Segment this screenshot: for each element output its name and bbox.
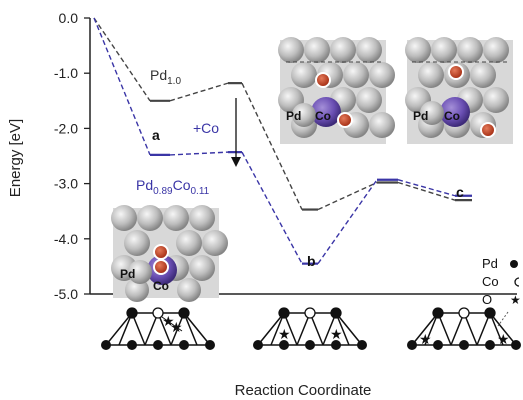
co-atom — [152, 307, 164, 319]
pd-atom — [101, 340, 111, 350]
lattice-c: ★ ★ — [407, 307, 521, 350]
inset-b: Pd Co — [278, 37, 395, 144]
y-tick-label: -5.0 — [54, 286, 78, 302]
inset-b-atoms — [278, 37, 395, 138]
series-connector — [169, 82, 229, 102]
y-tick-label: -3.0 — [54, 176, 78, 192]
o-atom-star: ★ — [330, 327, 343, 343]
pd-atom — [331, 340, 341, 350]
pd-atom — [278, 307, 290, 319]
inset-c-pd-label: Pd — [413, 109, 428, 123]
inset-b-co-label: Co — [315, 109, 331, 123]
lattice-a: ★★ — [101, 307, 215, 350]
inset-c-atoms — [405, 37, 509, 138]
o-atom-star: ★ — [419, 332, 432, 348]
label-pd-1-0: Pd1.0 — [150, 67, 181, 87]
pd-atom — [357, 340, 367, 350]
inset-c: Pd Co — [405, 37, 513, 144]
inset-c-co-label: Co — [444, 109, 460, 123]
y-tick-label: -2.0 — [54, 120, 78, 136]
legend-o-marker: ★ — [510, 293, 521, 307]
lattice-schematics: ★★★★★★ — [101, 307, 521, 350]
pd-atom — [179, 340, 189, 350]
series-pd — [93, 17, 472, 211]
legend-leader-line — [497, 311, 509, 327]
inset-a-co-label: Co — [153, 279, 169, 293]
plus-co-arrowhead — [231, 157, 241, 167]
pd-atom — [484, 307, 496, 319]
y-tick-label: 0.0 — [59, 10, 79, 26]
series-connector — [93, 17, 151, 102]
series-connector — [317, 179, 378, 265]
o-atom-star: ★ — [497, 332, 510, 348]
series-connector — [93, 17, 151, 156]
inset-a-pd-label: Pd — [120, 267, 135, 281]
pd-atom — [459, 340, 469, 350]
pd-atom — [330, 307, 342, 319]
series-connector — [241, 151, 303, 264]
legend-o-label: O — [482, 292, 492, 307]
series-connector — [241, 82, 303, 210]
legend: Pd Co O ★ — [482, 256, 521, 327]
pd-atom — [178, 307, 190, 319]
y-axis-title: Energy [eV] — [7, 119, 24, 197]
pd-atom — [433, 340, 443, 350]
transition-arrow — [161, 316, 183, 332]
pd-atom — [253, 340, 263, 350]
legend-pd-label: Pd — [482, 256, 498, 271]
inset-b-pd-label: Pd — [286, 109, 301, 123]
pd-atom — [432, 307, 444, 319]
co-atom — [458, 307, 470, 319]
label-b: b — [307, 253, 316, 269]
pd-atom — [205, 340, 215, 350]
y-ticks: 0.0 -1.0 -2.0 -3.0 -4.0 -5.0 — [54, 10, 90, 302]
series-group — [93, 17, 472, 265]
pd-atom — [126, 307, 138, 319]
label-plus-co: +Co — [193, 120, 219, 136]
x-axis-title: Reaction Coordinate — [235, 382, 372, 399]
pd-atom — [407, 340, 417, 350]
pd-atom — [305, 340, 315, 350]
label-a: a — [152, 127, 160, 143]
y-tick-label: -4.0 — [54, 231, 78, 247]
legend-co-marker — [514, 277, 520, 287]
legend-pd-marker — [510, 260, 518, 268]
y-tick-label: -1.0 — [54, 65, 78, 81]
co-atom — [304, 307, 316, 319]
o-atom-star: ★ — [170, 320, 183, 336]
series-connector — [169, 151, 229, 156]
label-c: c — [456, 184, 464, 200]
pd-atom — [127, 340, 137, 350]
series-connector — [317, 181, 378, 211]
series-pdco — [93, 17, 472, 265]
legend-co-label: Co — [482, 274, 499, 289]
pd-atom — [279, 340, 289, 350]
o-atom-star: ★ — [278, 327, 291, 343]
pd-atom — [511, 340, 521, 350]
pd-atom — [485, 340, 495, 350]
series-connector — [397, 181, 456, 201]
label-pd-co-alloy: Pd0.89Co0.11 — [136, 177, 210, 197]
inset-a-atoms — [111, 205, 228, 302]
series-connector — [397, 179, 456, 197]
pd-atom — [153, 340, 163, 350]
lattice-b: ★ ★ — [253, 307, 367, 350]
inset-a: Pd Co — [111, 205, 228, 302]
